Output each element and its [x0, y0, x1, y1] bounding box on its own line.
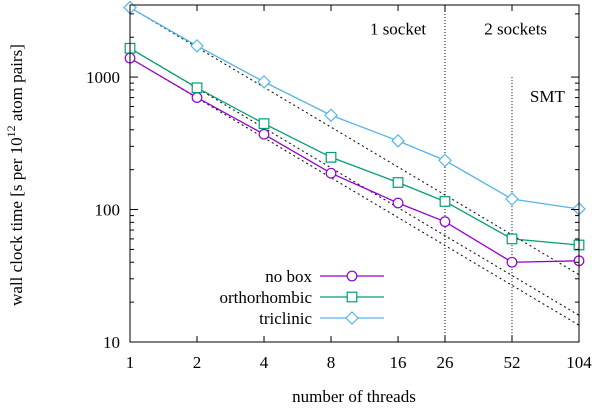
legend: no box orthorhombic triclinic	[219, 267, 384, 328]
annotation-smt: SMT	[530, 87, 566, 106]
reference-line-0	[129, 7, 580, 276]
y-axis-label-unit: atom pairs]	[7, 44, 26, 125]
y-axis-label: wall clock time [s per 1012 atom pairs]	[4, 44, 26, 306]
legend-label-orthorhombic: orthorhombic	[219, 288, 312, 307]
data-point-no-box-2	[191, 92, 203, 103]
data-point-triclinic-4	[257, 75, 271, 89]
annotation-2-sockets: 2 sockets	[484, 19, 547, 38]
series-line-orthorhombic	[129, 47, 580, 246]
legend-marker-no-box	[346, 270, 358, 282]
data-point-orthorhombic-52	[506, 233, 518, 245]
x-tick-label-8: 8	[327, 353, 336, 372]
plot-frame	[129, 4, 580, 343]
series-group	[123, 0, 586, 268]
reference-lines	[129, 7, 580, 326]
series-line-no-box	[129, 57, 580, 263]
x-tick-label-4: 4	[260, 353, 269, 372]
y-axis-ticks: 10 100 1000	[86, 13, 579, 352]
series-line-triclinic	[129, 6, 580, 210]
reference-line-2	[129, 57, 580, 326]
y-axis-label-main: wall clock time [s per 10	[7, 137, 26, 306]
data-point-no-box-52	[506, 256, 518, 268]
data-point-no-box-4	[258, 128, 270, 140]
data-point-orthorhombic-2	[191, 82, 203, 94]
x-tick-label-2: 2	[193, 353, 202, 372]
data-point-orthorhombic-8	[325, 151, 337, 163]
x-axis-label: number of threads	[292, 387, 416, 406]
x-tick-label-1: 1	[126, 353, 135, 372]
data-point-no-box-26	[439, 216, 451, 228]
x-tick-label-104: 104	[566, 353, 592, 372]
data-point-triclinic-26	[438, 153, 452, 168]
y-axis-label-exponent: 12	[4, 125, 18, 137]
data-point-triclinic-16	[391, 134, 405, 148]
annotation-1-socket: 1 socket	[370, 19, 426, 38]
data-point-orthorhombic-4	[258, 118, 270, 130]
legend-label-triclinic: triclinic	[259, 309, 312, 328]
y-tick-label-100: 100	[95, 201, 121, 220]
annotations: 1 socket 2 sockets SMT	[370, 19, 566, 105]
socket-boundary-lines	[444, 5, 513, 342]
x-tick-label-16: 16	[390, 353, 407, 372]
legend-marker-orthorhombic	[346, 291, 358, 303]
data-point-no-box-8	[325, 167, 337, 179]
y-tick-label-1000: 1000	[86, 68, 120, 87]
x-tick-label-26: 26	[436, 353, 453, 372]
y-tick-label-10: 10	[103, 333, 120, 352]
x-tick-label-52: 52	[503, 353, 520, 372]
data-point-orthorhombic-26	[439, 196, 451, 207]
reference-line-1	[129, 47, 580, 316]
data-point-triclinic-2	[190, 39, 204, 53]
data-point-orthorhombic-16	[392, 177, 404, 188]
legend-label-no-box: no box	[265, 267, 312, 286]
legend-marker-triclinic	[345, 311, 359, 325]
data-point-no-box-16	[392, 197, 404, 209]
data-point-triclinic-52	[505, 192, 519, 206]
data-point-triclinic-8	[324, 108, 338, 123]
x-axis-ticks: 1 2 4 8 16 26 52 104	[126, 5, 592, 372]
